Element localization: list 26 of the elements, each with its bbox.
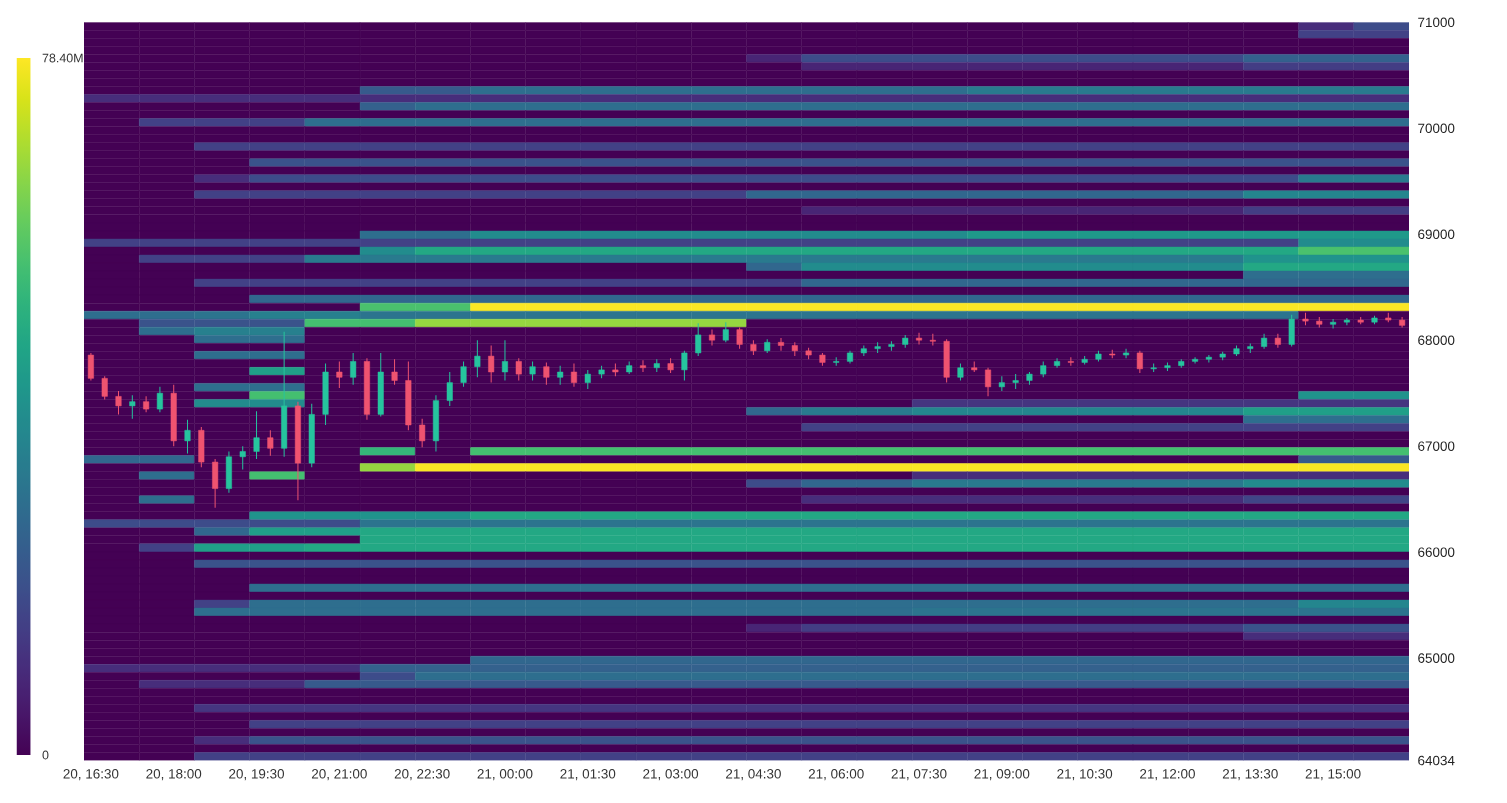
x-tick-label: 21, 13:30	[1222, 769, 1278, 781]
y-tick-label: 67000	[1418, 441, 1455, 451]
x-tick-label: 21, 10:30	[1057, 769, 1113, 781]
y-tick-label: 71000	[1418, 17, 1455, 28]
x-tick-label: 21, 09:00	[974, 769, 1030, 781]
x-tick-label: 20, 18:00	[146, 769, 202, 781]
y-tick-label: 65000	[1418, 653, 1455, 663]
x-tick-label: 20, 21:00	[311, 769, 367, 781]
x-tick-label: 20, 22:30	[394, 769, 450, 781]
x-tick-label: 21, 07:30	[891, 769, 947, 781]
color-bar-label: 0	[42, 750, 49, 760]
x-tick-label: 21, 01:30	[560, 769, 616, 781]
color-bar-label: 78.40M	[42, 53, 83, 63]
x-tick-label: 20, 19:30	[229, 769, 285, 781]
y-tick-label: 66000	[1418, 547, 1455, 557]
x-tick-label: 21, 12:00	[1140, 769, 1195, 781]
x-tick-label: 21, 04:30	[726, 769, 781, 781]
y-tick-label: 68000	[1418, 335, 1455, 345]
x-tick-label: 21, 00:00	[477, 769, 533, 781]
x-tick-label: 21, 15:00	[1305, 769, 1361, 781]
y-tick-label: 70000	[1418, 123, 1455, 134]
y-tick-label: 64034	[1418, 755, 1455, 766]
y-tick-label: 69000	[1418, 229, 1455, 239]
x-tick-label: 21, 03:00	[643, 769, 699, 781]
x-tick-label: 21, 06:00	[808, 769, 864, 781]
x-tick-label: 20, 16:30	[63, 769, 119, 781]
